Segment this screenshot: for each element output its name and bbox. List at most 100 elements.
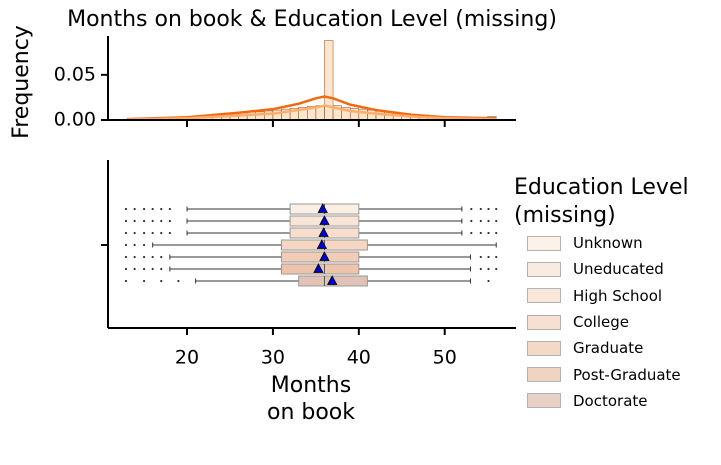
outlier xyxy=(470,219,473,223)
outlier xyxy=(124,279,128,283)
outlier xyxy=(160,267,163,271)
outlier xyxy=(177,279,180,283)
outlier xyxy=(151,207,154,211)
outlier xyxy=(124,243,128,247)
histogram-bar xyxy=(264,110,274,121)
mean-marker xyxy=(319,215,330,225)
outlier xyxy=(124,219,128,223)
x-tick-label: 50 xyxy=(433,347,457,369)
box xyxy=(281,251,360,263)
outlier xyxy=(151,231,154,235)
outlier xyxy=(124,231,128,235)
legend-item: Doctorate xyxy=(514,388,714,414)
outlier xyxy=(142,279,146,283)
outlier xyxy=(479,267,482,271)
outlier xyxy=(487,279,490,283)
mean-marker xyxy=(317,203,328,213)
outlier xyxy=(142,207,146,211)
legend-label: Graduate xyxy=(573,339,644,358)
outlier xyxy=(133,243,136,247)
outlier xyxy=(124,255,128,259)
outlier xyxy=(495,255,498,259)
outlier xyxy=(479,219,482,223)
mean-marker xyxy=(318,227,329,237)
x-tick-label: 40 xyxy=(347,347,371,369)
legend-patch xyxy=(527,261,561,277)
outlier xyxy=(495,219,498,223)
outlier xyxy=(160,279,163,283)
legend-label: High School xyxy=(573,286,663,305)
legend-item: Uneducated xyxy=(514,256,714,282)
outlier xyxy=(487,255,490,259)
legend-label: Post-Graduate xyxy=(573,365,681,384)
legend-patch xyxy=(527,340,561,356)
legend-item: College xyxy=(514,309,714,335)
chart-title: Months on book & Education Level (missin… xyxy=(67,7,557,32)
y-tick-label: 0.05 xyxy=(54,63,96,85)
outlier xyxy=(133,219,136,223)
legend-items: Unknown Uneducated High School College Gradu… xyxy=(514,230,714,414)
legend-patch xyxy=(527,367,561,383)
legend-item: Post-Graduate xyxy=(514,361,714,387)
legend-label: Uneducated xyxy=(573,260,664,279)
x-tick-label: 20 xyxy=(175,347,199,369)
outlier xyxy=(479,207,482,211)
outlier xyxy=(142,243,146,247)
outlier xyxy=(133,255,136,259)
outlier xyxy=(160,207,163,211)
legend-patch xyxy=(527,235,561,251)
outlier xyxy=(168,207,171,211)
outlier xyxy=(470,207,473,211)
x-tick-label: 30 xyxy=(261,347,285,369)
outlier xyxy=(151,267,154,271)
outlier xyxy=(151,219,154,223)
legend-item: High School xyxy=(514,283,714,309)
outlier xyxy=(487,231,490,235)
outlier xyxy=(151,255,154,259)
legend-title: Education Level (missing) xyxy=(514,175,689,228)
histogram-bar xyxy=(367,109,377,121)
outlier xyxy=(168,219,171,223)
mean-marker xyxy=(313,263,324,273)
legend-label: College xyxy=(573,313,629,332)
outlier xyxy=(479,231,482,235)
mean-marker xyxy=(327,275,338,285)
outlier xyxy=(133,231,136,235)
legend-item: Graduate xyxy=(514,335,714,361)
outlier xyxy=(470,231,473,235)
outlier xyxy=(133,207,136,211)
kde-line xyxy=(126,104,497,121)
legend: Education Level (missing) Unknown Uneduca… xyxy=(514,174,714,414)
legend-patch xyxy=(527,288,561,304)
outlier xyxy=(142,231,146,235)
legend-label: Unknown xyxy=(573,234,643,253)
outlier xyxy=(142,255,146,259)
outlier xyxy=(142,267,146,271)
legend-patch xyxy=(527,393,561,409)
outlier xyxy=(133,267,136,271)
y-tick-label: 0.00 xyxy=(54,109,96,131)
y-axis-label: Frequency xyxy=(9,25,34,139)
kde-line xyxy=(126,95,497,121)
outlier xyxy=(495,267,498,271)
outlier xyxy=(495,231,498,235)
mean-marker xyxy=(316,239,328,249)
outlier xyxy=(487,219,490,223)
outlier xyxy=(124,267,128,271)
legend-item: Unknown xyxy=(514,230,714,256)
outlier xyxy=(160,219,163,223)
mean-marker xyxy=(319,251,330,261)
outlier xyxy=(124,207,128,211)
outlier xyxy=(160,231,163,235)
outlier xyxy=(487,267,490,271)
outlier xyxy=(495,207,498,211)
legend-patch xyxy=(527,314,561,330)
outlier xyxy=(479,255,482,259)
outlier xyxy=(160,255,163,259)
x-axis-label: Months on book xyxy=(266,373,356,425)
outlier xyxy=(168,231,171,235)
outlier xyxy=(487,207,490,211)
legend-label: Doctorate xyxy=(573,391,648,410)
